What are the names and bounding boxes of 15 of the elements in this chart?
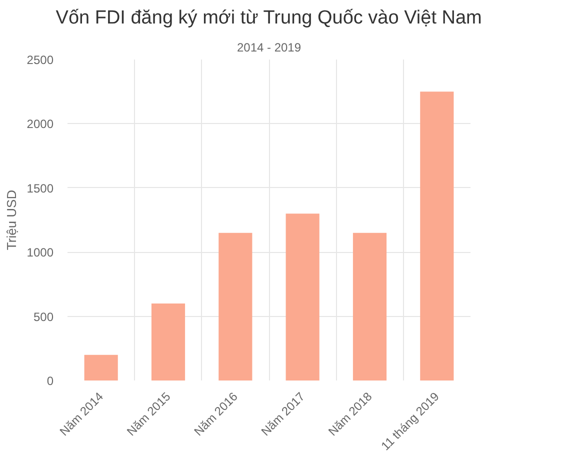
bar	[352, 232, 387, 380]
chart-title: Vốn FDI đăng ký mới từ Trung Quốc vào Việt Nam	[56, 8, 482, 28]
bar	[218, 232, 252, 380]
y-tick-label: 1500	[26, 181, 54, 196]
bar	[84, 354, 118, 380]
y-tick-label: 500	[33, 310, 54, 324]
y-axis-title: Triệu USD	[4, 190, 19, 250]
bar	[151, 303, 186, 380]
y-tick-label: 1000	[26, 246, 54, 260]
bar	[420, 92, 454, 380]
y-tick-label: 2500	[26, 53, 54, 67]
chart-subtitle: 2014 - 2019	[236, 40, 302, 54]
y-tick-label: 0	[46, 374, 54, 388]
bar	[286, 214, 320, 380]
y-tick-label: 2000	[26, 117, 54, 132]
